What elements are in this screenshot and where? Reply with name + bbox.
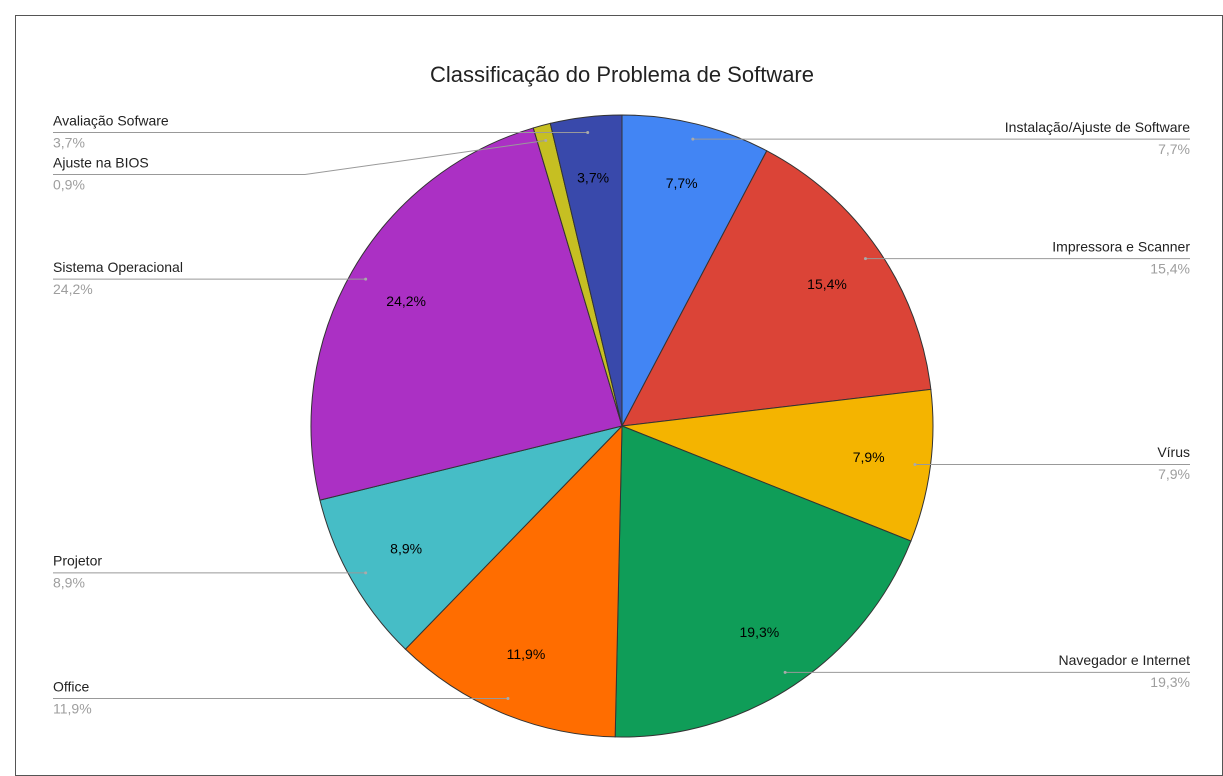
legend-value: 7,7% xyxy=(1158,141,1190,157)
leader-dot xyxy=(586,131,590,135)
slice-label: 15,4% xyxy=(807,276,847,292)
pie-slice xyxy=(404,424,623,738)
legend-label: Projetor xyxy=(53,553,102,569)
leader-dot xyxy=(913,462,917,466)
legend-value: 8,9% xyxy=(53,575,85,591)
leader-dot xyxy=(783,670,787,674)
legend-value: 19,3% xyxy=(1150,674,1190,690)
slice-label: 11,9% xyxy=(507,646,546,662)
legend-value: 0,9% xyxy=(53,176,85,192)
leader-dot xyxy=(364,571,368,575)
legend-value: 3,7% xyxy=(53,134,85,150)
slice-label: 7,7% xyxy=(666,175,698,191)
legend-label: Instalação/Ajuste de Software xyxy=(1005,119,1190,135)
slice-label: 7,9% xyxy=(853,449,885,465)
legend-label: Navegador e Internet xyxy=(1058,652,1190,668)
legend-label: Impressora e Scanner xyxy=(1052,238,1190,254)
pie-slice xyxy=(621,388,934,542)
legend-value: 7,9% xyxy=(1158,466,1190,482)
leader-dot xyxy=(544,139,548,143)
chart-title: Classificação do Problema de Software xyxy=(430,62,814,87)
slice-label: 24,2% xyxy=(386,293,426,309)
legend-label: Avaliação Sofware xyxy=(53,112,169,128)
slice-label: 8,9% xyxy=(390,540,422,556)
pie-slice xyxy=(621,114,768,427)
leader-dot xyxy=(364,277,368,281)
leader-dot xyxy=(691,137,695,141)
leader-dot xyxy=(863,257,867,261)
leader-dot xyxy=(506,697,510,701)
leader-line xyxy=(53,140,546,176)
pie-slice xyxy=(621,150,932,427)
legend-value: 15,4% xyxy=(1150,260,1190,276)
legend-label: Office xyxy=(53,678,90,694)
pie-slice xyxy=(614,425,912,738)
legend-value: 24,2% xyxy=(53,281,93,297)
legend-value: 11,9% xyxy=(53,700,92,716)
legend-label: Ajuste na BIOS xyxy=(53,154,149,170)
legend-label: Vírus xyxy=(1157,444,1190,460)
slice-label: 3,7% xyxy=(577,170,609,186)
legend-label: Sistema Operacional xyxy=(53,259,183,275)
pie-slice xyxy=(549,114,623,427)
slice-label: 19,3% xyxy=(740,624,780,640)
